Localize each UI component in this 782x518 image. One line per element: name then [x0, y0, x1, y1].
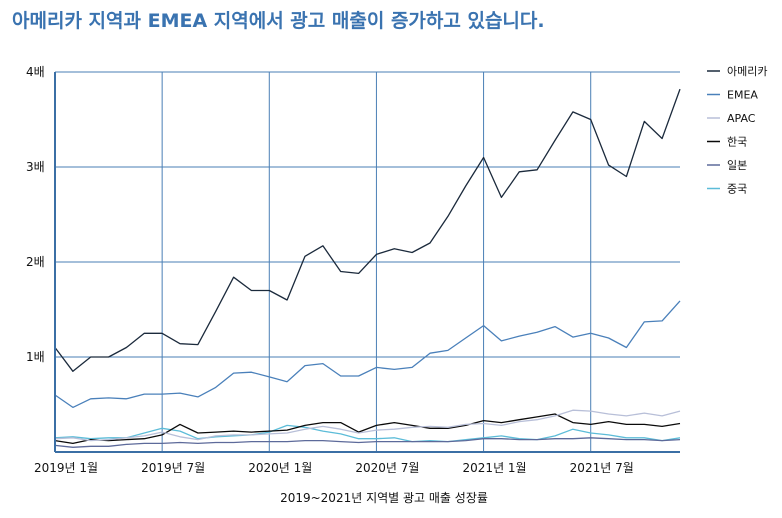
series-line-2 — [54, 409, 681, 442]
x-tick-label: 2021년 7월 — [570, 461, 634, 475]
legend-label: EMEA — [727, 89, 758, 102]
x-axis-label: 2019~2021년 지역별 광고 매출 성장률 — [280, 491, 488, 505]
y-tick-label: 4배 — [26, 65, 45, 79]
y-tick-label: 1배 — [26, 350, 45, 364]
chart-title: 아메리카 지역과 EMEA 지역에서 광고 매출이 증가하고 있습니다. — [12, 10, 545, 32]
legend-label: APAC — [727, 112, 756, 125]
y-tick-label: 3배 — [26, 160, 45, 174]
x-tick-label: 2021년 1월 — [463, 461, 527, 475]
y-tick-label: 2배 — [26, 255, 45, 269]
x-tick-label: 2019년 1월 — [34, 461, 98, 475]
series-line-0 — [54, 88, 681, 372]
grid — [55, 71, 680, 452]
x-tick-label: 2020년 1월 — [248, 461, 312, 475]
x-tick-label: 2019년 7월 — [141, 461, 205, 475]
series-line-3 — [54, 413, 681, 445]
legend-label: 한국 — [727, 136, 747, 149]
legend-label: 중국 — [727, 183, 747, 196]
series-line-1 — [54, 300, 681, 409]
legend-label: 일본 — [727, 158, 747, 172]
x-tick-label: 2020년 7월 — [355, 461, 419, 475]
series-line-5 — [54, 424, 681, 443]
legend-label: 아메리카 — [727, 65, 767, 78]
series-lines — [54, 88, 681, 448]
series-line-4 — [54, 437, 681, 448]
axes: 1배 2배 3배 4배 2019년 1월 2019년 7월 2020년 1월 2020년 7월… — [26, 65, 680, 475]
